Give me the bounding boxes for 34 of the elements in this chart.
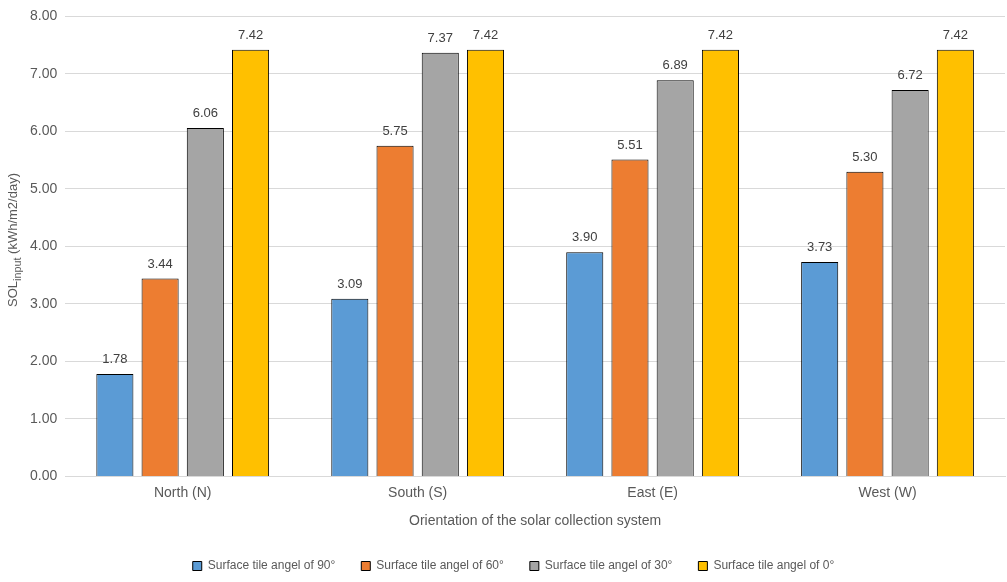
y-tick-label: 8.00 xyxy=(30,7,58,24)
data-label: 7.42 xyxy=(942,26,969,42)
y-tick-label: 4.00 xyxy=(30,237,58,254)
data-label: 7.42 xyxy=(472,26,499,42)
x-tick-label: West (W) xyxy=(858,483,917,500)
data-label: 3.44 xyxy=(147,255,173,271)
data-label: 5.51 xyxy=(617,136,643,152)
data-label: 6.89 xyxy=(662,57,688,73)
data-label: 1.78 xyxy=(102,351,128,367)
y-tick-label: 5.00 xyxy=(30,179,58,196)
legend-label: Surface tile angel of 90° xyxy=(207,558,336,573)
data-label: 5.75 xyxy=(382,122,408,138)
legend-label: Surface tile angel of 30° xyxy=(544,558,673,573)
y-tick-label: 0.00 xyxy=(30,467,58,484)
x-tick-label: South (S) xyxy=(388,483,448,500)
data-label: 5.30 xyxy=(852,148,878,164)
data-label: 7.42 xyxy=(237,26,264,42)
y-tick-label: 7.00 xyxy=(30,64,58,81)
data-label: 3.09 xyxy=(337,275,363,291)
x-tick-label: East (E) xyxy=(627,483,678,500)
y-tick-label: 1.00 xyxy=(30,409,58,426)
y-tick-label: 3.00 xyxy=(30,294,58,311)
x-tick-label: North (N) xyxy=(153,483,212,500)
data-label: 6.06 xyxy=(192,105,218,121)
y-tick-label: 6.00 xyxy=(30,122,58,139)
y-tick-label: 2.00 xyxy=(30,352,58,369)
legend-label: Surface tile angel of 0° xyxy=(713,558,835,573)
x-axis-title: Orientation of the solar collection system xyxy=(409,512,662,529)
legend-label: Surface tile angel of 60° xyxy=(376,558,505,573)
data-label: 3.73 xyxy=(807,239,833,254)
data-label: 7.37 xyxy=(427,29,453,45)
data-label: 6.72 xyxy=(897,67,923,83)
data-label: 3.90 xyxy=(572,229,598,245)
data-label: 7.42 xyxy=(707,26,734,42)
